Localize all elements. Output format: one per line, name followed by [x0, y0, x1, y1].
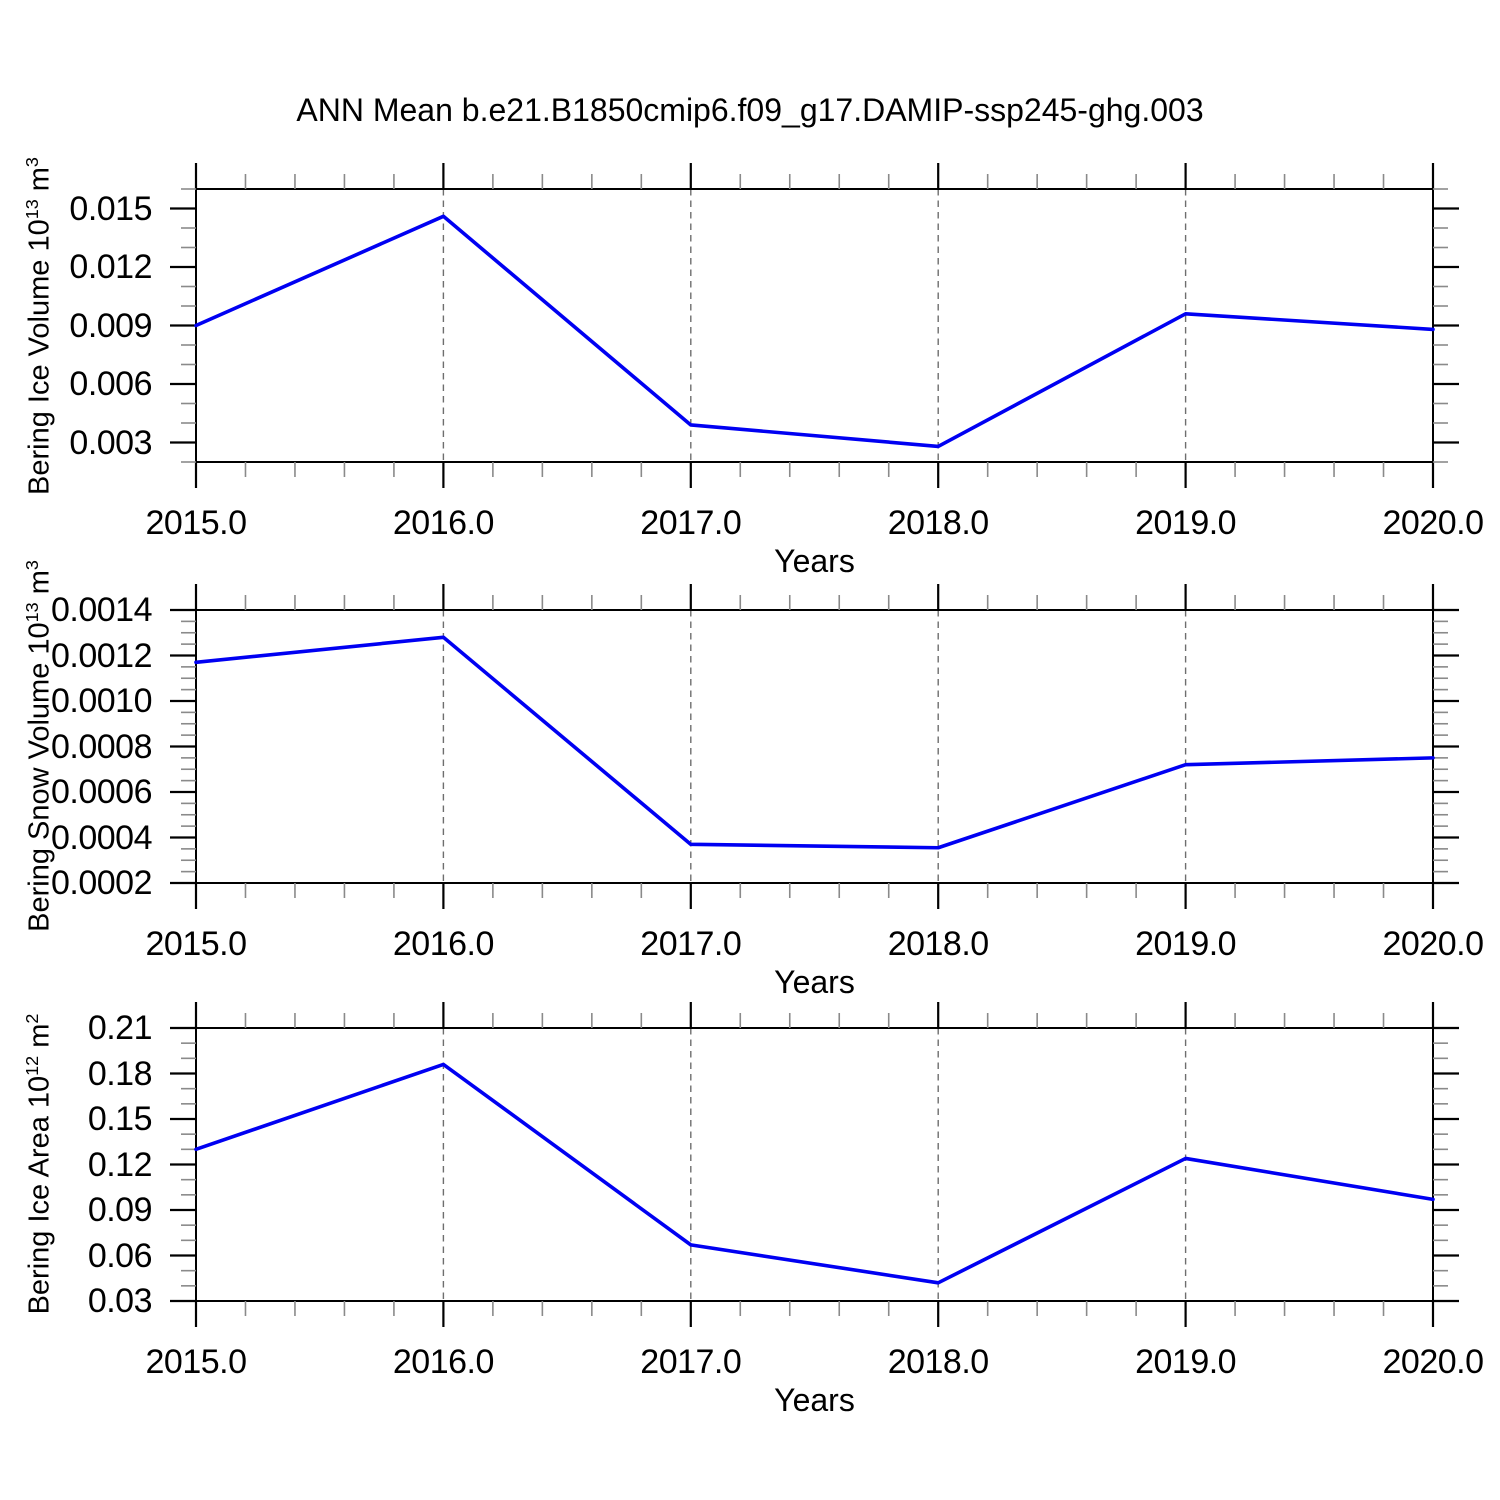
x-tick-label: 2020.0 — [1382, 1343, 1485, 1381]
snow-volume-plot — [170, 584, 1459, 909]
x-tick-label: 2016.0 — [392, 504, 495, 542]
x-tick-label: 2019.0 — [1135, 504, 1237, 542]
x-tick-label: 2015.0 — [145, 925, 248, 963]
x-tick-label: 2017.0 — [640, 1343, 742, 1381]
y-tick-label: 0.12 — [87, 1145, 153, 1184]
y-tick-label: 0.0002 — [51, 864, 153, 902]
y-tick-label: 0.0010 — [51, 682, 153, 720]
y-tick-label: 0.0008 — [51, 727, 153, 766]
x-tick-label: 2016.0 — [392, 925, 495, 963]
y-tick-label: 0.0004 — [51, 818, 153, 857]
x-tick-label: 2019.0 — [1135, 1343, 1237, 1381]
ice-area-plot — [170, 1002, 1459, 1327]
y-tick-label: 0.03 — [87, 1282, 153, 1320]
x-tick-label: 2018.0 — [887, 925, 990, 963]
chart-title: ANN Mean b.e21.B1850cmip6.f09_g17.DAMIP-… — [296, 92, 1204, 128]
y-tick-label: 0.09 — [87, 1191, 153, 1229]
y-tick-label: 0.06 — [87, 1236, 153, 1275]
y-tick-label: 0.18 — [87, 1054, 153, 1093]
y-tick-label: 0.0014 — [51, 591, 153, 629]
x-tick-label: 2015.0 — [145, 504, 248, 542]
y-tick-label: 0.006 — [69, 365, 152, 403]
x-axis-title: Years — [774, 1382, 855, 1418]
y-tick-label: 0.012 — [69, 248, 152, 286]
x-tick-label: 2016.0 — [392, 1343, 495, 1381]
x-axis-title: Years — [774, 543, 855, 579]
x-tick-label: 2020.0 — [1382, 504, 1485, 542]
y-tick-label: 0.003 — [69, 423, 152, 462]
y-tick-label: 0.15 — [87, 1100, 153, 1138]
x-tick-label: 2018.0 — [887, 1343, 990, 1381]
y-tick-label: 0.009 — [69, 306, 152, 345]
y-tick-label: 0.0012 — [51, 636, 153, 675]
x-tick-label: 2018.0 — [887, 504, 990, 542]
x-tick-label: 2017.0 — [640, 925, 742, 963]
y-tick-label: 0.0006 — [51, 773, 153, 811]
x-tick-label: 2020.0 — [1382, 925, 1485, 963]
y-tick-label: 0.21 — [87, 1009, 153, 1047]
y-tick-label: 0.015 — [69, 189, 152, 228]
x-tick-label: 2019.0 — [1135, 925, 1237, 963]
x-tick-label: 2017.0 — [640, 504, 742, 542]
x-axis-title: Years — [774, 964, 855, 1000]
ice-volume-plot — [170, 163, 1459, 488]
x-tick-label: 2015.0 — [145, 1343, 248, 1381]
